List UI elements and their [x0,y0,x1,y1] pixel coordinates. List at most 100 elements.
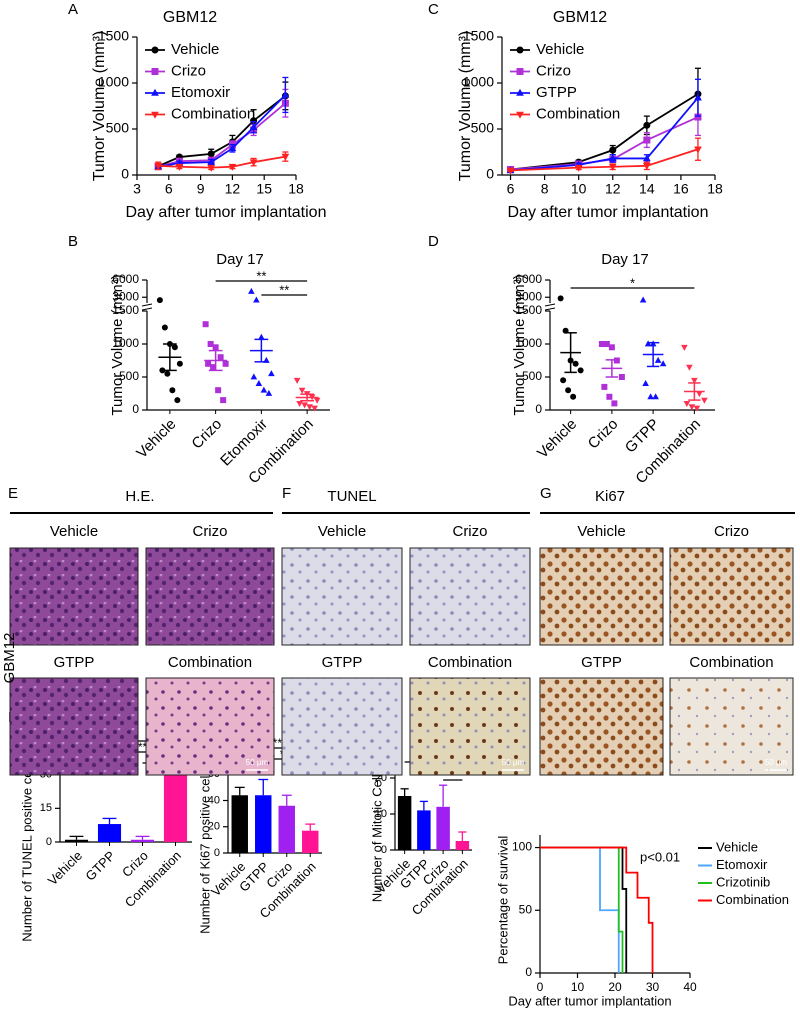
micrograph [145,677,275,776]
y-tick-label: 0 [525,965,532,979]
legend-label: Etomoxir [171,84,230,101]
micrograph [145,547,275,646]
marker [151,46,159,54]
marker [516,111,524,119]
significance-label: * [630,275,635,290]
panel-letter: G [540,485,552,502]
legend-label: Etomoxir [716,857,768,872]
survival-line [540,846,620,973]
marker [608,154,617,162]
marker [253,296,260,303]
panel-letter: D [428,233,439,250]
marker [268,370,275,377]
marker [161,324,168,331]
marker [601,383,608,390]
y-tick-label: 1500 [463,28,494,44]
panel-letter: A [68,1,78,18]
y-tick-label: 500 [106,120,130,136]
x-tick-label: 20 [608,980,622,994]
chart-title: Day 17 [216,251,264,268]
y-tick-label: 500 [119,369,139,383]
legend-label: Vehicle [716,839,758,854]
micrograph [539,677,664,776]
bar [397,796,412,850]
series-line [158,94,287,168]
x-tick-label: 15 [256,181,272,197]
section-title: Ki67 [595,488,625,505]
marker [696,391,703,398]
marker [647,393,654,400]
marker [220,397,227,404]
image-label: GTPP [54,654,95,671]
panel-letter: E [8,485,18,502]
marker [151,68,159,75]
bar [97,824,122,842]
y-tick-label: 0 [486,166,494,182]
legend-label: Crizo [536,62,571,79]
marker [258,333,265,340]
significance-label: ** [256,268,266,283]
y-tick-label: 20 [208,821,220,833]
series-line [157,95,286,168]
micrograph [9,677,139,776]
panel-letter: C [428,1,439,18]
x-tick-label: 14 [639,181,655,197]
marker [293,377,301,384]
bar [231,795,248,853]
marker [574,164,583,172]
image-label: Crizo [192,523,227,540]
marker [215,387,222,394]
y-tick-label: 0 [535,402,542,416]
marker [506,167,515,175]
y-tick-label: 40 [208,794,220,806]
micrograph [281,547,403,646]
marker [606,393,613,400]
bar [255,795,272,853]
axis-break [141,303,153,307]
marker [154,163,163,170]
legend-label: Vehicle [171,41,219,58]
chart-title: GBM12 [553,9,607,26]
marker [169,387,176,394]
marker [577,367,584,374]
scale-bar-label: 50 µm [765,758,788,767]
y-tick-label: 0 [381,844,387,856]
annotation: p<0.01 [640,849,680,864]
y-tick-label: 0 [132,402,139,416]
marker [205,360,212,367]
marker [250,117,258,125]
marker [659,360,667,367]
marker [639,296,647,303]
marker [207,164,216,172]
bar [64,839,89,842]
y-axis-label: Tumor Volume (mm³) [109,274,126,415]
micrograph [9,547,139,646]
y-tick-label: 500 [471,120,495,136]
y-axis-label: Number of Mitotic Cells [369,767,384,902]
bar [130,839,155,842]
legend-label: Combination [171,105,255,122]
y-tick-label: 1000 [515,336,542,350]
micrograph [409,677,531,776]
side-label: GBM12 [1,633,18,684]
marker [159,367,166,374]
marker [598,341,605,347]
marker [608,163,617,171]
marker [642,380,649,386]
significance-label: ** [279,282,289,297]
image-label: GTPP [322,654,363,671]
x-tick-label: 10 [571,181,587,197]
image-label: Vehicle [318,523,366,540]
marker [694,93,702,101]
marker [654,356,662,363]
marker [603,341,610,347]
y-tick-label: 1000 [112,336,139,350]
x-axis-label: Day after tumor implantation [508,993,671,1008]
y-tick-label: 3000 [515,289,542,303]
marker [255,380,263,386]
marker [608,344,615,351]
axis-break [141,307,153,311]
bar [278,805,295,853]
marker [642,163,651,170]
